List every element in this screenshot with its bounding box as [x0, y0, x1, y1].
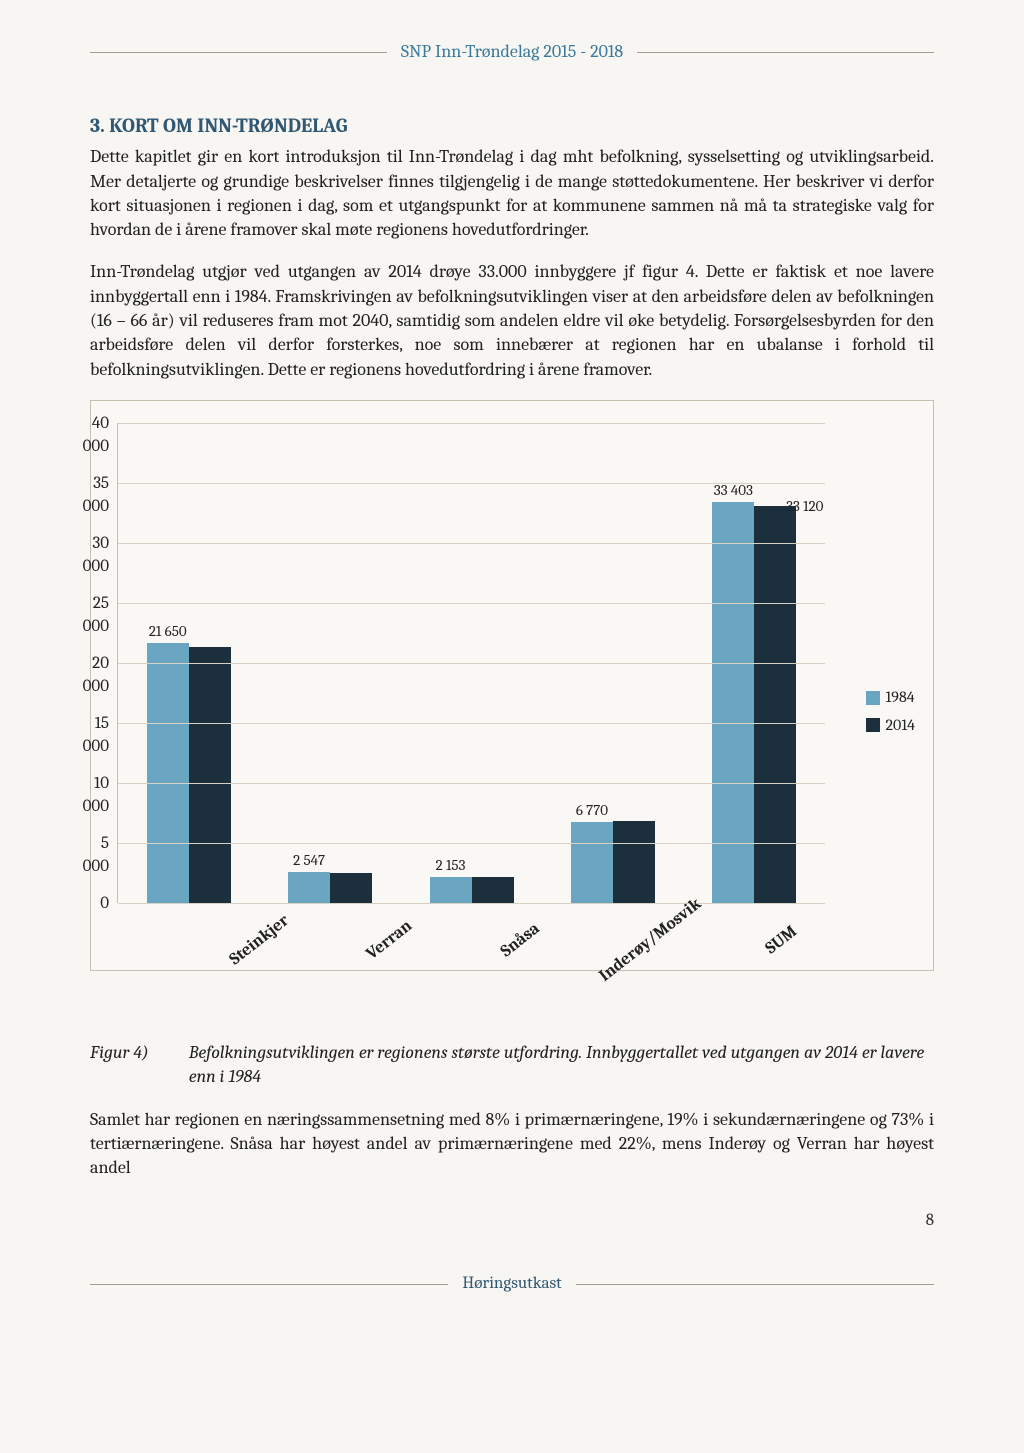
gridline	[118, 723, 825, 724]
legend-item: 2014	[866, 715, 916, 737]
bar-value-label: 6 770	[576, 800, 608, 820]
x-axis-labels: SteinkjerVerranSnåsaInderøy/MosvikSUM	[173, 903, 825, 960]
body-paragraph: Dette kapitlet gir en kort introduksjon …	[90, 145, 934, 242]
gridline	[118, 843, 825, 844]
legend: 1984 2014	[866, 681, 916, 742]
rule-line	[576, 1284, 934, 1285]
bar	[472, 877, 514, 903]
gridline	[118, 483, 825, 484]
legend-item: 1984	[866, 687, 916, 709]
plot-wrap: 21 6502 5472 1536 77033 40333 120	[117, 423, 825, 903]
rule-line	[90, 52, 387, 53]
bar-value-label: 21 650	[149, 621, 187, 641]
legend-swatch	[866, 718, 880, 732]
plot: 21 6502 5472 1536 77033 40333 120	[117, 423, 825, 903]
footer-rule: Høringsutkast	[90, 1273, 934, 1296]
rule-line	[90, 1284, 448, 1285]
bar	[330, 873, 372, 903]
gridline	[118, 603, 825, 604]
legend-label: 1984	[886, 687, 915, 709]
rule-line	[637, 52, 934, 53]
figure-label: Figur 4)	[90, 1041, 149, 1090]
bar-value-label: 2 547	[293, 850, 325, 870]
section-heading: 3. KORT OM INN-TRØNDELAG	[90, 112, 934, 139]
gridline	[118, 903, 825, 904]
footer-label: Høringsutkast	[448, 1273, 575, 1296]
legend-label: 2014	[886, 715, 916, 737]
header-rule: SNP Inn-Trøndelag 2015 - 2018	[90, 40, 934, 64]
chart-area: 40 00035 00030 00025 00020 00015 00010 0…	[109, 423, 915, 903]
figure-caption: Figur 4) Befolkningsutviklingen er regio…	[90, 1041, 934, 1090]
bar	[613, 821, 655, 903]
body-paragraph: Inn-Trøndelag utgjør ved utgangen av 201…	[90, 260, 934, 381]
bar	[189, 647, 231, 903]
gridline	[118, 423, 825, 424]
legend-swatch	[866, 691, 880, 705]
body-paragraph: Samlet har regionen en næringssammensetn…	[90, 1108, 934, 1181]
bar: 6 770	[571, 822, 613, 903]
bar: 21 650	[147, 643, 189, 903]
bar-value-label: 33 120	[786, 496, 823, 516]
gridline	[118, 543, 825, 544]
bar-value-label: 2 153	[436, 855, 466, 875]
population-chart: 40 00035 00030 00025 00020 00015 00010 0…	[90, 400, 934, 971]
gridline	[118, 783, 825, 784]
y-axis: 40 00035 00030 00025 00020 00015 00010 0…	[109, 423, 117, 903]
gridline	[118, 663, 825, 664]
header-title: SNP Inn-Trøndelag 2015 - 2018	[387, 40, 637, 64]
page-number: 8	[90, 1210, 934, 1233]
figure-text: Befolkningsutviklingen er regionens stør…	[189, 1041, 934, 1090]
